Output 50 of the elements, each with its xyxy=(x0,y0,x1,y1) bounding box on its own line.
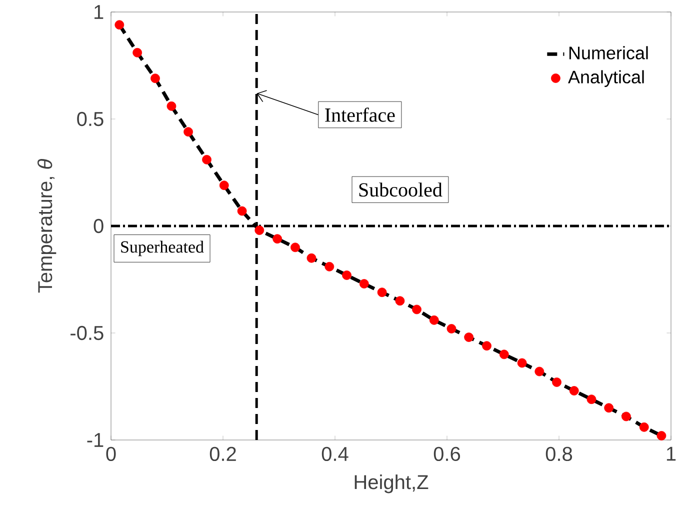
annotation: Subcooled xyxy=(359,182,442,197)
x-tick-label: 0.8 xyxy=(546,446,572,462)
point xyxy=(464,332,474,342)
point xyxy=(132,48,142,58)
y-axis-title: Temperature, θ xyxy=(38,159,56,293)
x-axis-title: Height,Z xyxy=(354,474,428,494)
x-tick-label: 0.6 xyxy=(434,446,460,462)
point xyxy=(290,242,300,252)
point xyxy=(342,270,352,280)
x-tick-label: 0.4 xyxy=(322,446,348,462)
point xyxy=(639,422,649,432)
annotation: Interface xyxy=(325,108,395,122)
point xyxy=(412,304,422,314)
point xyxy=(219,180,229,190)
point xyxy=(552,378,562,387)
point xyxy=(166,101,176,111)
point xyxy=(237,206,247,216)
point xyxy=(534,366,544,376)
x-tick-label: 0.2 xyxy=(210,446,236,462)
y-tick-label: 0 xyxy=(94,218,104,234)
point xyxy=(306,253,316,263)
point xyxy=(202,154,212,164)
y-tick-label: 1 xyxy=(94,5,104,19)
x-tick-label: 0 xyxy=(106,446,116,462)
point xyxy=(517,358,527,368)
point xyxy=(150,74,160,84)
point xyxy=(446,324,456,334)
point xyxy=(114,20,124,30)
point xyxy=(272,234,282,244)
x-tick-label: 1 xyxy=(666,446,676,461)
point xyxy=(359,279,369,288)
point xyxy=(499,350,509,360)
legend-label: Analytical xyxy=(568,70,644,87)
y-tick-label: 0.5 xyxy=(77,112,104,126)
point xyxy=(569,386,579,396)
point xyxy=(429,315,439,325)
point xyxy=(395,296,405,306)
point xyxy=(621,412,631,422)
point xyxy=(377,288,387,298)
point xyxy=(324,262,334,272)
point xyxy=(604,403,614,413)
point xyxy=(482,341,492,351)
point xyxy=(254,226,264,235)
legend-label: Numerical xyxy=(569,46,648,60)
point xyxy=(586,394,596,404)
annotation: Superheated xyxy=(121,240,204,256)
point xyxy=(656,431,666,440)
y-tick-label: -0.5 xyxy=(70,326,104,340)
point xyxy=(184,127,193,137)
y-tick-label: -1 xyxy=(87,433,104,447)
